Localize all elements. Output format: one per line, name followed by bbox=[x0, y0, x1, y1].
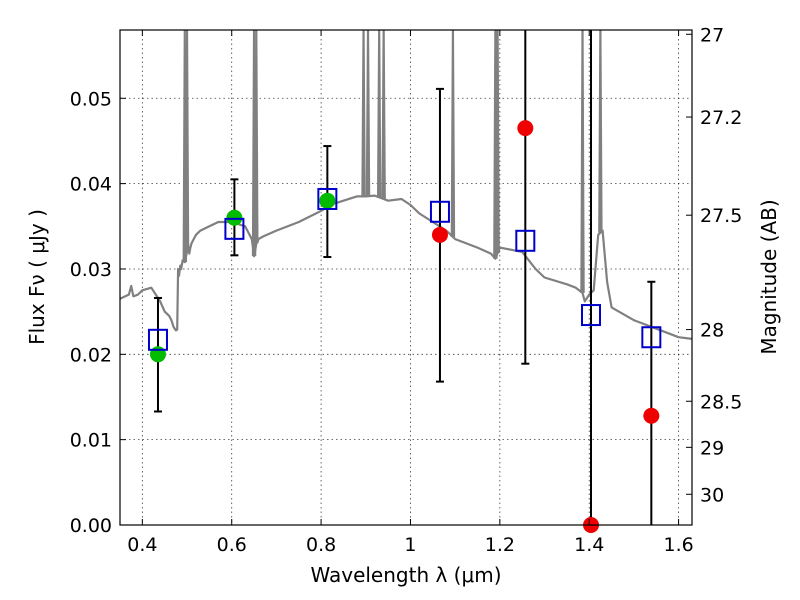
upper-limit-point bbox=[517, 120, 534, 137]
x-tick-label: 0.6 bbox=[217, 534, 247, 556]
model-photometry-square bbox=[317, 187, 338, 210]
model-photometry-square bbox=[147, 328, 168, 351]
detection-point bbox=[319, 192, 336, 209]
y2-tick-label: 28 bbox=[700, 320, 724, 342]
y-tick-label: 0.03 bbox=[70, 259, 112, 281]
y2-tick-label: 27 bbox=[700, 24, 724, 46]
y2-tick-label: 30 bbox=[700, 484, 724, 506]
y-tick-label: 0.04 bbox=[70, 174, 112, 196]
upper-limit-point bbox=[643, 407, 660, 424]
y2-tick-label: 27.2 bbox=[700, 107, 742, 129]
axis-ticks: 0.4 0.6 0.8 1 1.2 1.4 1.6 0.00 0.01 0.02 0.03 0.04 0… bbox=[70, 24, 743, 556]
x-tick-label: 1 bbox=[404, 534, 416, 556]
y2-tick-label: 29 bbox=[700, 437, 724, 459]
y-axis-label: Flux Fν ( μJy ) bbox=[25, 209, 49, 345]
model-photometry-square bbox=[515, 229, 536, 252]
photometry-points bbox=[147, 120, 662, 533]
y-tick-label: 0.02 bbox=[70, 344, 112, 366]
y2-tick-label: 28.5 bbox=[700, 391, 742, 413]
x-tick-label: 1.6 bbox=[663, 534, 693, 556]
model-photometry-square bbox=[429, 200, 450, 223]
emission-line-peak bbox=[495, 29, 500, 254]
model-spectrum-line bbox=[119, 194, 693, 340]
detection-point bbox=[226, 209, 243, 226]
emission-line-peak bbox=[361, 29, 366, 197]
emission-line-peak bbox=[450, 29, 456, 237]
x-axis-label: Wavelength λ (μm) bbox=[310, 563, 501, 587]
emission-line-peak bbox=[254, 29, 259, 244]
plot-frame bbox=[119, 29, 693, 526]
upper-limit-point bbox=[431, 226, 448, 243]
emission-line-peak bbox=[365, 29, 371, 197]
model-photometry-square bbox=[641, 326, 662, 349]
model-photometry-square bbox=[224, 217, 245, 240]
error-bars bbox=[153, 30, 656, 525]
emission-line-peak bbox=[580, 29, 585, 293]
y2-axis-label: Magnitude (AB) bbox=[757, 199, 781, 354]
y-tick-label: 0.00 bbox=[70, 515, 112, 537]
x-tick-label: 1.4 bbox=[574, 534, 604, 556]
grid-lines bbox=[120, 30, 692, 526]
emission-line-peak bbox=[184, 29, 190, 252]
x-tick-label: 1.2 bbox=[485, 534, 515, 556]
y-tick-label: 0.05 bbox=[70, 88, 112, 110]
emission-line-peak bbox=[376, 29, 382, 198]
model-photometry-square bbox=[581, 304, 602, 327]
model-spectrum bbox=[119, 29, 693, 340]
y-tick-label: 0.01 bbox=[70, 430, 112, 452]
detection-point bbox=[149, 346, 166, 363]
x-tick-label: 0.8 bbox=[306, 534, 336, 556]
x-tick-label: 0.4 bbox=[127, 534, 157, 556]
emission-line-peak bbox=[598, 29, 603, 233]
emission-line-peak bbox=[381, 29, 386, 199]
y2-tick-label: 27.5 bbox=[700, 205, 742, 227]
